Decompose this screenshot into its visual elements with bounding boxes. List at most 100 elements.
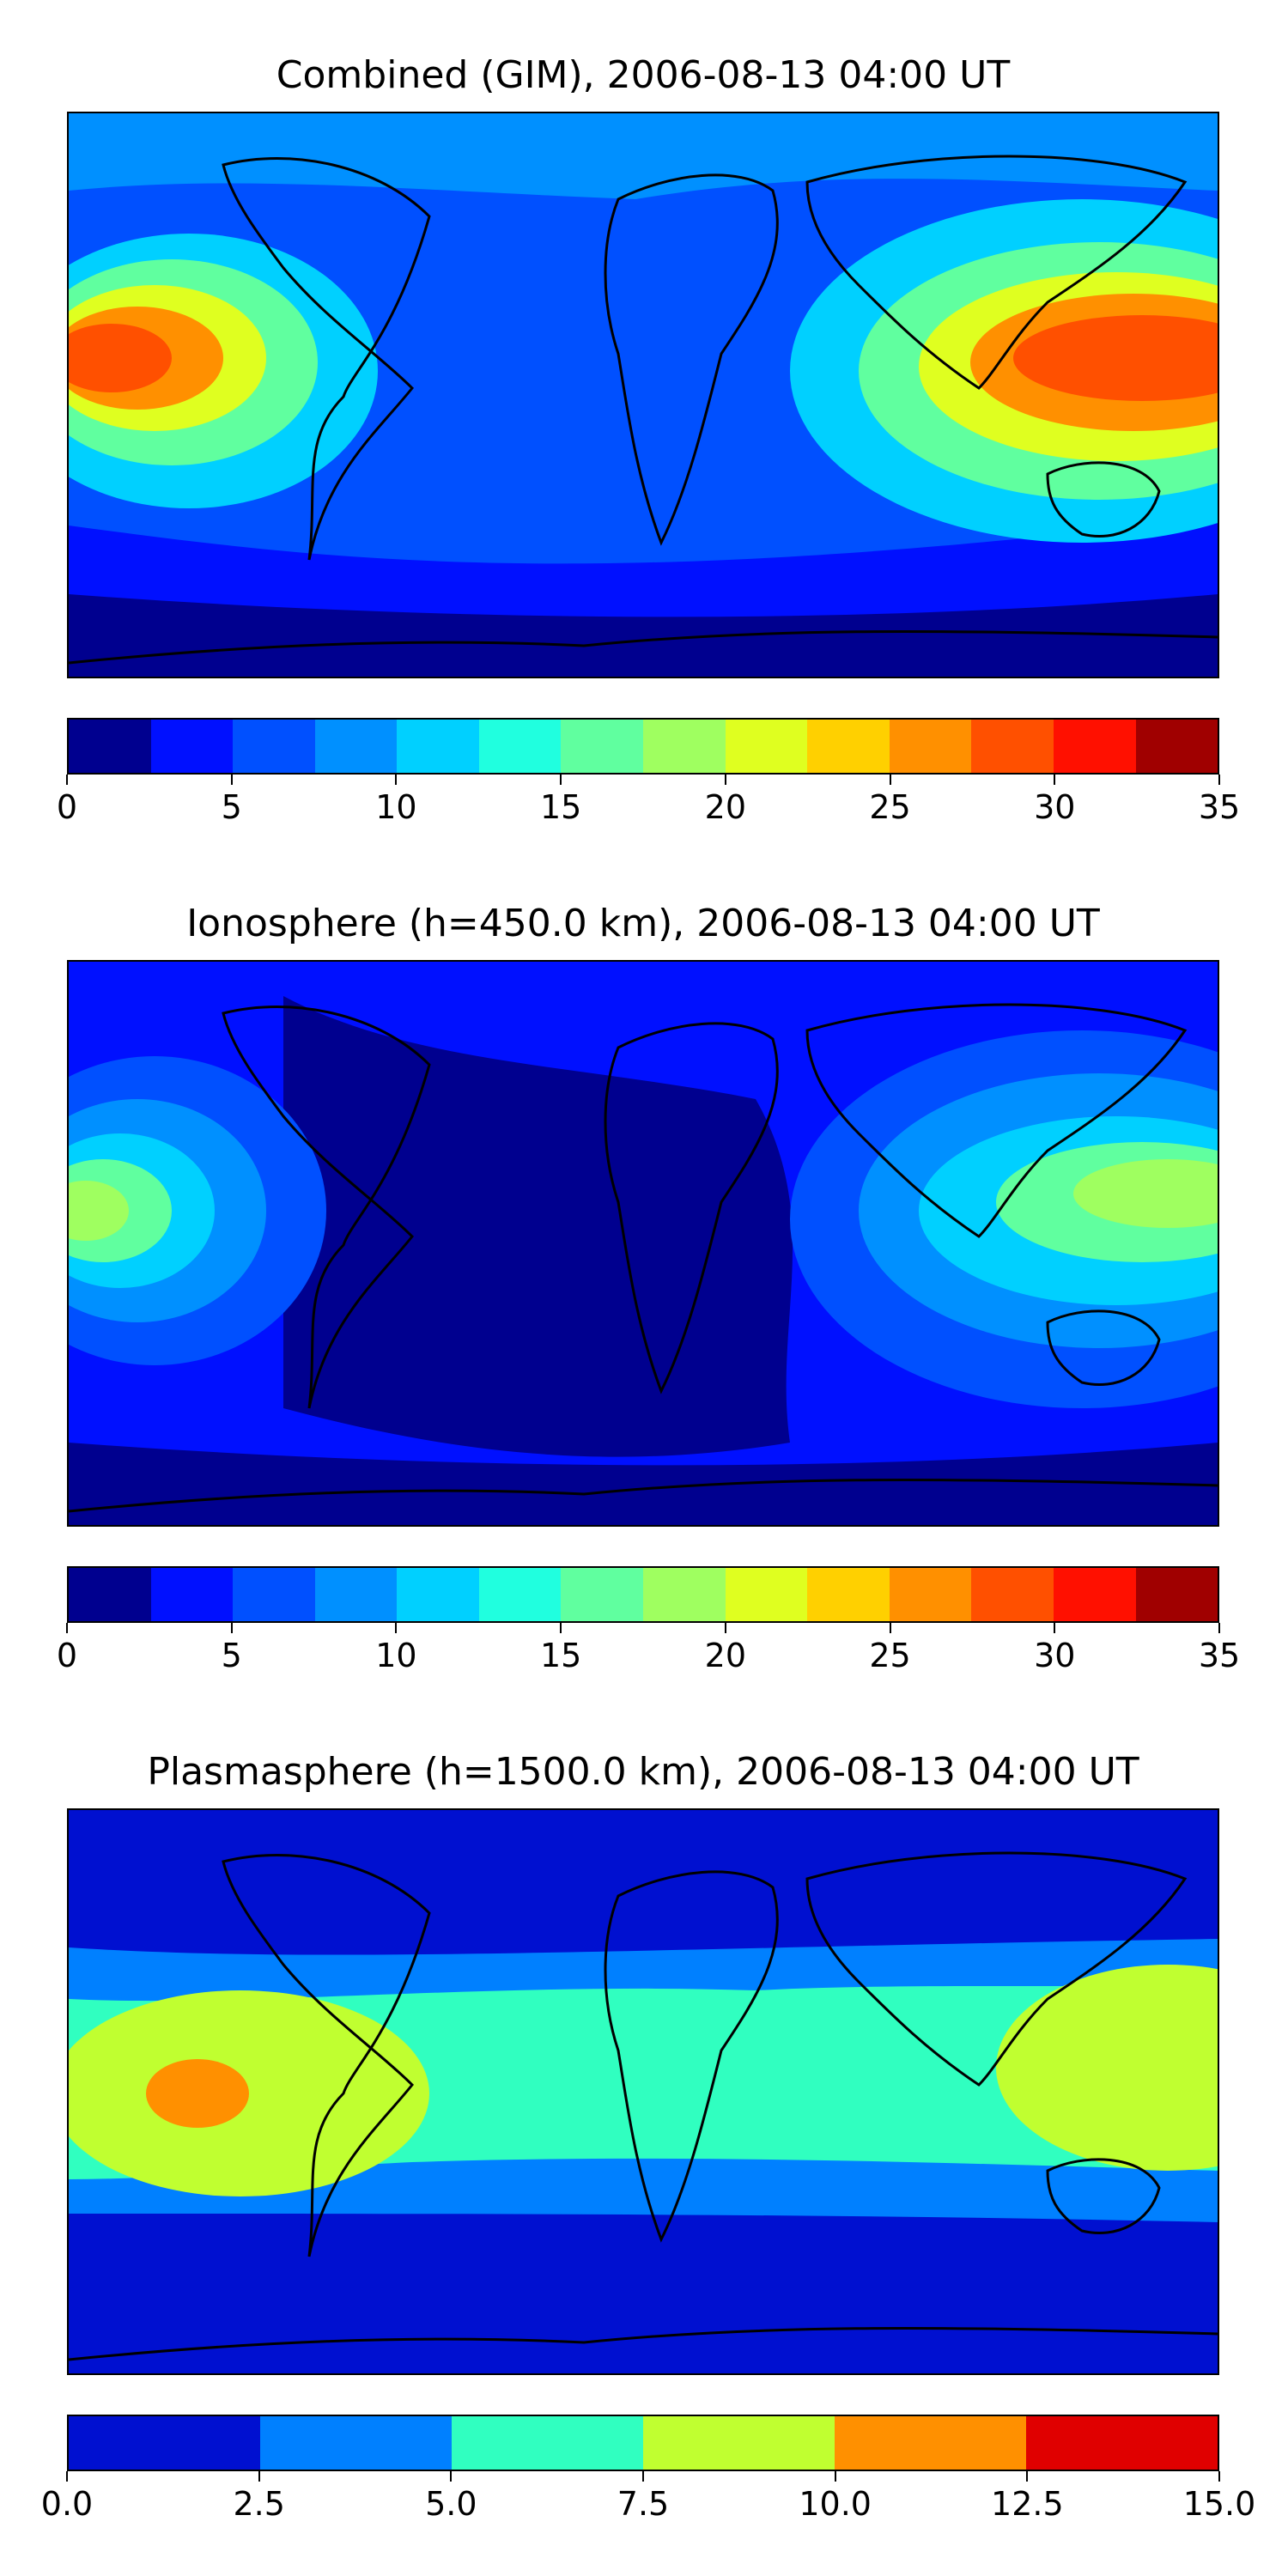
colorbar-segment bbox=[561, 720, 644, 773]
africa-europe-coastline bbox=[604, 173, 779, 546]
colorbar-tick-label: 5 bbox=[221, 788, 242, 826]
colorbar-tick-mark bbox=[395, 1623, 398, 1633]
colorbar-segment bbox=[971, 1568, 1054, 1621]
americas-coastline bbox=[222, 157, 431, 561]
colorbar-segment bbox=[233, 720, 315, 773]
colorbar-tick-label: 7.5 bbox=[617, 2485, 670, 2523]
colorbar-segment bbox=[561, 1568, 644, 1621]
colorbar-tick-label: 5.0 bbox=[425, 2485, 477, 2523]
asia-band-18 bbox=[1073, 1159, 1218, 1228]
colorbar-segment bbox=[150, 720, 234, 773]
colorbar-ticks-ionosphere: 0 5 10 15 20 25 30 35 bbox=[57, 1623, 1240, 1674]
colorbar-segment bbox=[1135, 720, 1218, 773]
colorbar-tick-mark bbox=[560, 775, 562, 785]
atlantic-minimum bbox=[283, 996, 793, 1457]
contour-band-antarctic bbox=[69, 594, 1218, 677]
colorbar-segment bbox=[150, 1568, 234, 1621]
colorbar-tick-label: 15.0 bbox=[1182, 2485, 1256, 2523]
colorbar-segment bbox=[835, 2416, 1026, 2470]
colorbar-tick-label: 35 bbox=[1198, 788, 1241, 826]
colorbar-segment bbox=[233, 1568, 315, 1621]
colorbar-combined bbox=[67, 718, 1219, 775]
colorbar-tick-mark bbox=[230, 1623, 233, 1633]
colorbar-tick-mark bbox=[724, 1623, 726, 1633]
antarctica-coastline bbox=[69, 1478, 1218, 1513]
colorbar-tick-mark bbox=[1218, 1623, 1220, 1633]
colorbar-tick-label: 25 bbox=[869, 788, 911, 826]
colorbar-tick-label: 12.5 bbox=[991, 2485, 1064, 2523]
colorbar-tick-label: 30 bbox=[1034, 788, 1076, 826]
colorbar-tick-mark bbox=[1026, 2471, 1029, 2482]
africa-europe-coastline bbox=[604, 1022, 779, 1394]
colorbar-ticks-combined: 0 5 10 15 20 25 30 35 bbox=[57, 775, 1240, 826]
colorbar-segment bbox=[397, 1568, 479, 1621]
colorbar-segment bbox=[69, 2416, 260, 2470]
colorbar-tick-mark bbox=[1218, 775, 1220, 785]
colorbar-tick-label: 20 bbox=[704, 788, 747, 826]
colorbar-segment bbox=[1053, 1568, 1136, 1621]
colorbar-segment bbox=[260, 2416, 452, 2470]
colorbar-segment bbox=[1053, 720, 1136, 773]
panel-title: Combined (GIM), 2006-08-13 04:00 UT bbox=[276, 53, 1011, 97]
colorbar-ionosphere bbox=[67, 1566, 1219, 1623]
colorbar-tick-mark bbox=[834, 2471, 836, 2482]
colorbar-tick-label: 0 bbox=[56, 1637, 78, 1674]
colorbar-segment bbox=[1026, 2416, 1218, 2470]
colorbar-segment bbox=[643, 2416, 835, 2470]
colorbar-tick-mark bbox=[66, 775, 68, 785]
colorbar-segment bbox=[478, 1568, 562, 1621]
asia-band-7-5 bbox=[996, 1965, 1218, 2171]
colorbar-segment bbox=[643, 720, 726, 773]
colorbar-segment bbox=[1135, 1568, 1218, 1621]
colorbar-tick-mark bbox=[1054, 1623, 1056, 1633]
colorbar-ticks-plasmasphere: 0.0 2.5 5.0 7.5 10.0 12.5 15.0 bbox=[41, 2471, 1255, 2523]
colorbar-segment bbox=[889, 720, 972, 773]
antarctica-coastline bbox=[69, 629, 1218, 665]
colorbar-segment bbox=[643, 1568, 726, 1621]
panel-title: Plasmasphere (h=1500.0 km), 2006-08-13 0… bbox=[147, 1750, 1139, 1794]
australia-coastline bbox=[1046, 1309, 1161, 1387]
colorbar-tick-mark bbox=[66, 1623, 68, 1633]
pacific-band-18 bbox=[69, 1181, 129, 1241]
colorbar-segment bbox=[725, 720, 808, 773]
colorbar-segment bbox=[69, 720, 151, 773]
colorbar-tick-label: 20 bbox=[704, 1637, 747, 1674]
map-ionosphere bbox=[67, 960, 1219, 1527]
colorbar-segment bbox=[478, 720, 562, 773]
colorbar-plasmasphere bbox=[67, 2415, 1219, 2471]
colorbar-tick-label: 15 bbox=[539, 788, 582, 826]
colorbar-tick-label: 0 bbox=[56, 788, 78, 826]
africa-europe-coastline bbox=[604, 1870, 779, 2243]
colorbar-tick-mark bbox=[450, 2471, 453, 2482]
colorbar-segment bbox=[69, 1568, 151, 1621]
colorbar-segment bbox=[889, 1568, 972, 1621]
americas-coastline bbox=[222, 1005, 431, 1409]
colorbar-tick-mark bbox=[395, 775, 398, 785]
colorbar-tick-label: 10.0 bbox=[799, 2485, 872, 2523]
asia-coastline bbox=[805, 155, 1188, 390]
colorbar-tick-label: 25 bbox=[869, 1637, 911, 1674]
contour-band-north bbox=[69, 113, 1218, 199]
colorbar-tick-label: 30 bbox=[1034, 1637, 1076, 1674]
colorbar-tick-label: 10 bbox=[375, 788, 417, 826]
australia-coastline bbox=[1046, 2158, 1161, 2235]
colorbar-segment bbox=[725, 1568, 808, 1621]
colorbar-tick-mark bbox=[724, 775, 726, 785]
pacific-band-30 bbox=[69, 324, 172, 392]
map-plasmasphere bbox=[67, 1808, 1219, 2375]
colorbar-tick-mark bbox=[258, 2471, 260, 2482]
colorbar-tick-mark bbox=[889, 1623, 891, 1633]
colorbar-segment bbox=[807, 1568, 890, 1621]
australia-coastline bbox=[1046, 461, 1161, 538]
colorbar-segment bbox=[971, 720, 1054, 773]
colorbar-tick-mark bbox=[889, 775, 891, 785]
colorbar-tick-label: 35 bbox=[1198, 1637, 1241, 1674]
antarctica-coastline bbox=[69, 2326, 1218, 2361]
colorbar-segment bbox=[314, 1568, 398, 1621]
colorbar-segment bbox=[314, 720, 398, 773]
panel-title: Ionosphere (h=450.0 km), 2006-08-13 04:0… bbox=[186, 902, 1100, 945]
colorbar-tick-label: 15 bbox=[539, 1637, 582, 1674]
colorbar-tick-mark bbox=[560, 1623, 562, 1633]
map-combined bbox=[67, 112, 1219, 678]
colorbar-tick-label: 5 bbox=[221, 1637, 242, 1674]
